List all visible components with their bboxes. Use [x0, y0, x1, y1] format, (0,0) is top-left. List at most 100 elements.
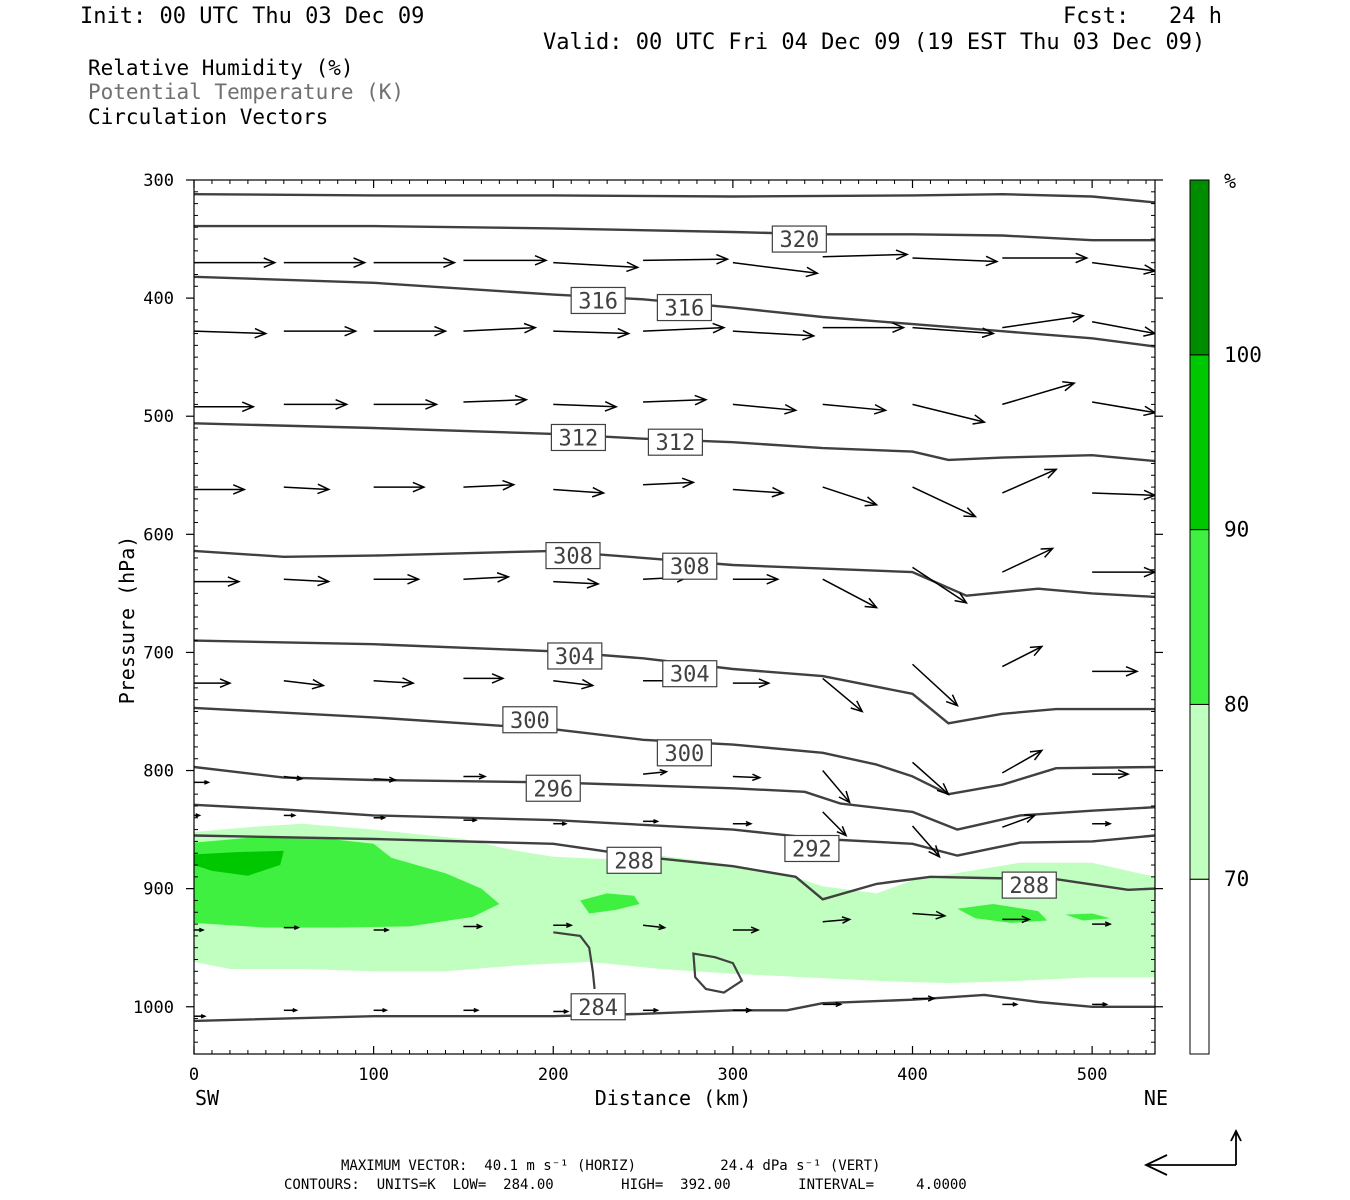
- theta-label-box: [606, 846, 662, 874]
- theta-label: 288: [606, 846, 662, 874]
- vector-shaft: [732, 403, 796, 412]
- vector-head: [293, 925, 301, 930]
- theta-label-text: 304: [670, 663, 710, 688]
- vector-shaft: [373, 680, 414, 684]
- theta-label-box: [1001, 871, 1057, 899]
- theta-label-text: 308: [553, 545, 593, 570]
- circulation-vector: [194, 257, 277, 269]
- vector-head: [850, 700, 864, 713]
- theta-label: 300: [502, 706, 558, 734]
- vector-shaft: [463, 326, 536, 332]
- vector-head: [1117, 769, 1130, 779]
- theta-label-box: [570, 993, 626, 1021]
- theta-label: 316: [656, 293, 712, 322]
- vector-head: [434, 325, 448, 337]
- colorbar-level-label: 100: [1224, 343, 1262, 367]
- circulation-vector: [194, 484, 247, 495]
- vector-head: [344, 325, 358, 337]
- theta-label-text: 300: [665, 742, 705, 767]
- vector-shaft: [822, 253, 908, 258]
- vector-shaft: [643, 326, 724, 332]
- circulation-vector: [912, 255, 999, 267]
- circulation-vector: [643, 1007, 660, 1013]
- vector-shaft: [283, 775, 302, 780]
- init-time: Init: 00 UTC Thu 03 Dec 09: [80, 4, 425, 29]
- vector-head: [745, 1007, 753, 1014]
- rh-region-90-100: [194, 850, 284, 876]
- theta-contour-324: [194, 192, 1155, 204]
- vector-head: [502, 479, 516, 491]
- circulation-vector: [463, 572, 511, 583]
- circulation-vector: [1002, 814, 1037, 828]
- vector-shaft: [822, 403, 886, 412]
- theta-label-box: [525, 774, 581, 802]
- vector-head: [473, 1007, 480, 1013]
- vector-head: [1143, 489, 1155, 501]
- theta-label: 312: [647, 428, 703, 456]
- circulation-vector: [1092, 261, 1155, 275]
- vector-head: [928, 845, 941, 859]
- vector-head: [1029, 749, 1044, 761]
- vector-head: [838, 790, 851, 804]
- theta-label: 308: [662, 552, 718, 580]
- vector-shaft: [643, 398, 706, 403]
- circulation-vector: [643, 322, 726, 334]
- vector-head: [1062, 381, 1077, 392]
- circulation-vector: [732, 926, 760, 934]
- vector-head: [864, 496, 879, 507]
- vector-head: [263, 257, 277, 269]
- vector-head: [766, 573, 780, 585]
- vector-head: [751, 773, 762, 782]
- circulation-vector: [1002, 381, 1077, 406]
- vector-shaft: [463, 483, 514, 488]
- circulation-vector: [732, 1007, 753, 1014]
- vector-head: [523, 322, 538, 334]
- vector-head: [219, 678, 232, 689]
- circulation-vector: [553, 261, 640, 273]
- vector-head: [380, 815, 387, 821]
- circulation-vector: [642, 923, 667, 931]
- colorbar-segment: [1189, 354, 1210, 531]
- colorbar-level-label: 70: [1224, 867, 1249, 891]
- theta-label-layer: 320 316 316 312 312 308 308 304 304 300 300 296 292 2…: [502, 225, 1057, 1021]
- circulation-vector: [1002, 468, 1058, 494]
- theta-label-box: [662, 552, 718, 580]
- circulation-vector: [1092, 921, 1113, 927]
- circulation-vector: [463, 1007, 480, 1013]
- colorbar-segment: [1189, 179, 1210, 356]
- vector-shaft: [283, 680, 324, 687]
- vector-shaft: [911, 663, 958, 707]
- y-tick-label: 400: [143, 289, 174, 309]
- vector-shaft: [1002, 814, 1035, 828]
- theta-label-text: 300: [510, 709, 550, 734]
- theta-label-text: 308: [670, 555, 710, 580]
- vector-head: [954, 592, 969, 604]
- vector-head: [1143, 566, 1155, 578]
- colorbar-segment: [1189, 703, 1210, 880]
- theta-label: 320: [771, 225, 827, 253]
- circulation-vector: [373, 399, 439, 410]
- circulation-vector: [1001, 645, 1044, 668]
- theta-label-text: 320: [779, 228, 819, 253]
- circulation-vector: [283, 813, 297, 818]
- theta-contour-312: [194, 422, 1155, 463]
- vector-shaft: [1002, 382, 1075, 406]
- vector-shaft: [1092, 401, 1155, 414]
- y-tick-label: 700: [143, 643, 174, 663]
- forecast-hour: Fcst: 24 h: [1063, 4, 1222, 29]
- vector-head: [412, 481, 426, 493]
- y-tick-label: 300: [143, 171, 174, 191]
- vector-shaft: [373, 778, 396, 781]
- circulation-vector: [822, 322, 906, 333]
- colorbar-level-label: 90: [1224, 518, 1249, 542]
- theta-label-box: [656, 293, 712, 322]
- vector-head: [694, 394, 708, 406]
- circulation-vector: [194, 401, 256, 413]
- contour-info: CONTOURS: UNITS=K LOW= 284.00 HIGH= 392.…: [284, 1177, 967, 1193]
- vector-shaft: [463, 398, 527, 403]
- vector-head: [972, 414, 987, 425]
- vector-head: [784, 403, 798, 415]
- vector-shaft: [553, 330, 629, 335]
- vector-head: [945, 694, 959, 707]
